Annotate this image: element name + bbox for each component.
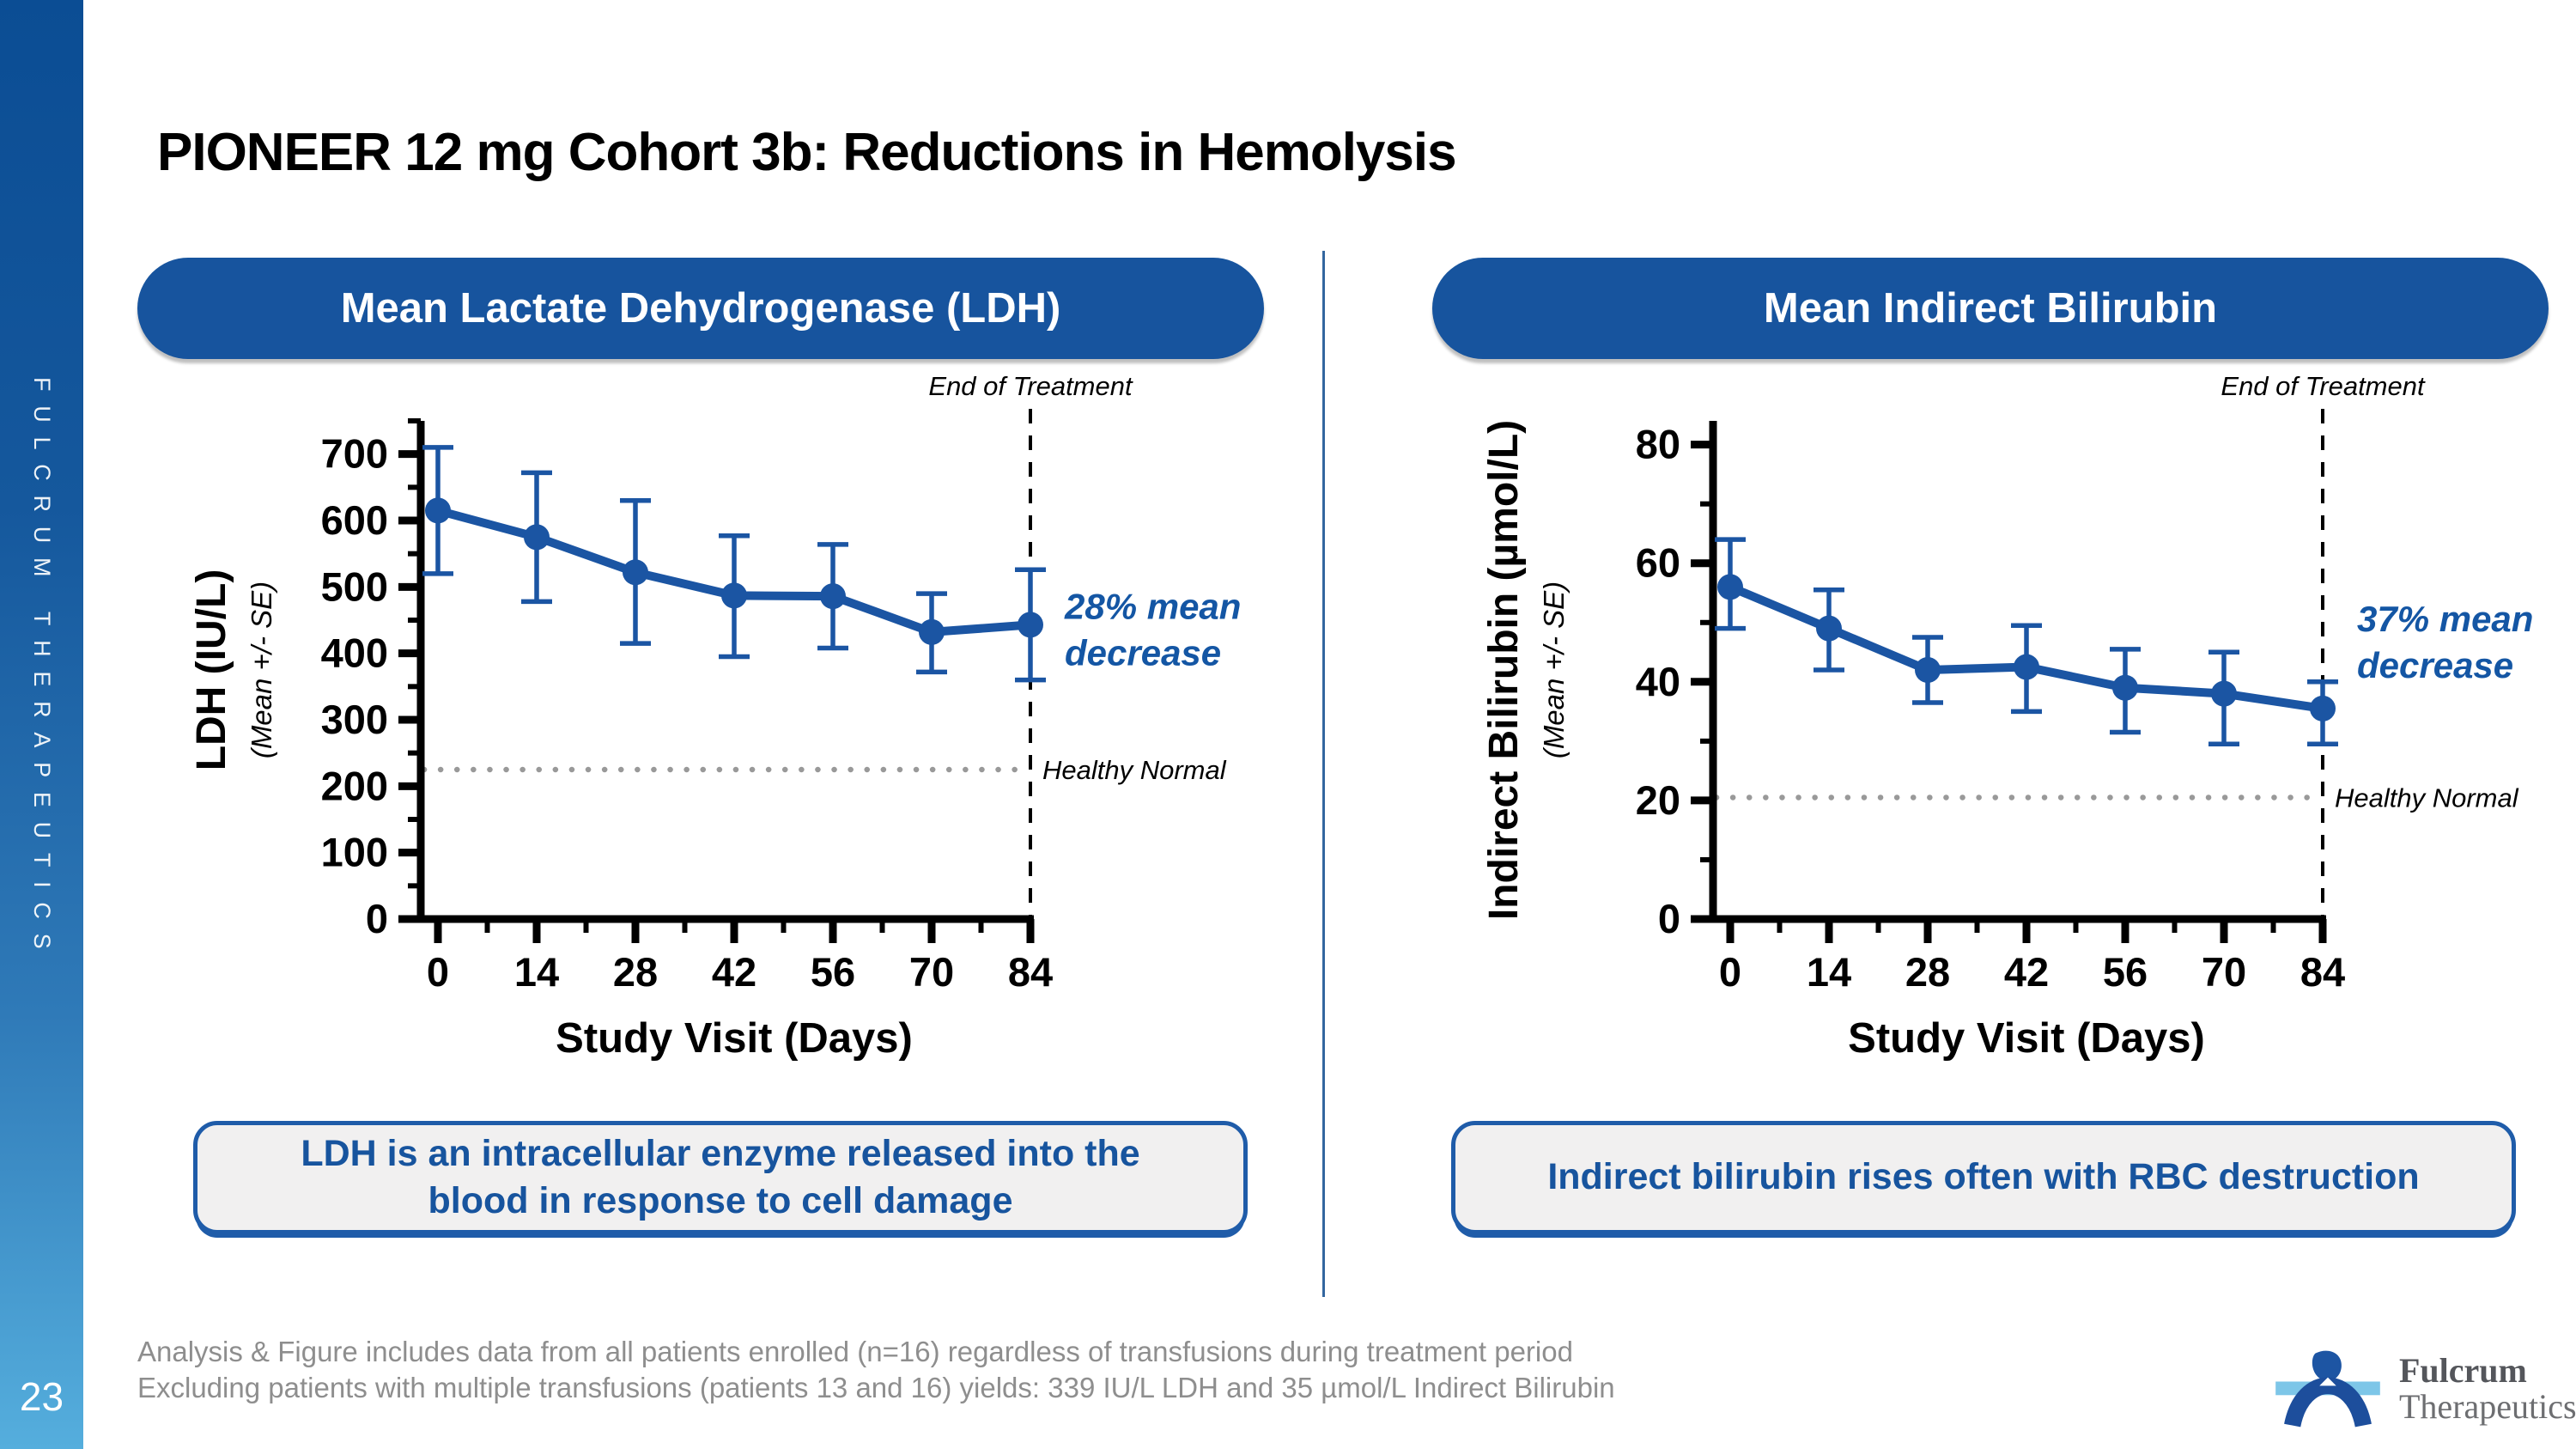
svg-text:56: 56 [2103, 949, 2148, 995]
svg-text:300: 300 [321, 697, 388, 742]
footnote-line2: Excluding patients with multiple transfu… [137, 1372, 1615, 1404]
svg-text:14: 14 [1807, 949, 1851, 995]
logo-name: Fulcrum [2399, 1351, 2527, 1390]
svg-text:0: 0 [366, 896, 388, 941]
svg-text:56: 56 [811, 949, 855, 995]
svg-text:Healthy Normal: Healthy Normal [1042, 755, 1227, 785]
svg-text:60: 60 [1636, 540, 1680, 586]
svg-text:400: 400 [321, 630, 388, 676]
sidebar: FULCRUM THERAPEUTICS 23 [0, 0, 83, 1449]
svg-text:100: 100 [321, 830, 388, 875]
bilirubin-chart: End of Treatment Healthy Normal 0 20 40 60 80 0… [1481, 371, 2533, 1062]
svg-text:decrease: decrease [1065, 632, 1221, 673]
slide-title: PIONEER 12 mg Cohort 3b: Reductions in H… [157, 123, 1457, 182]
svg-text:84: 84 [2300, 949, 2345, 995]
svg-text:0: 0 [1658, 896, 1680, 941]
svg-text:70: 70 [2202, 949, 2246, 995]
logo-name-2: Therapeutics [2399, 1387, 2576, 1426]
caption-ldh: LDH is an intracellular enzyme released … [193, 1121, 1248, 1234]
svg-text:28% mean: 28% mean [1064, 586, 1241, 626]
footnote: Analysis & Figure includes data from all… [137, 1334, 1615, 1406]
svg-text:20: 20 [1636, 777, 1680, 823]
svg-text:Study Visit (Days): Study Visit (Days) [556, 1015, 913, 1062]
svg-text:70: 70 [909, 949, 954, 995]
svg-text:600: 600 [321, 497, 388, 543]
svg-text:0: 0 [1719, 949, 1741, 995]
svg-text:Indirect Bilirubin (µmol/L): Indirect Bilirubin (µmol/L) [1481, 420, 1527, 920]
ldh-chart: End of Treatment Healthy Normal 0 100 200 300… [189, 371, 1241, 1062]
svg-text:14: 14 [514, 949, 559, 995]
svg-text:42: 42 [2004, 949, 2049, 995]
svg-text:LDH (IU/L): LDH (IU/L) [189, 569, 234, 771]
panel-header-bilirubin: Mean Indirect Bilirubin [1432, 258, 2549, 359]
footnote-line1: Analysis & Figure includes data from all… [137, 1336, 1573, 1367]
fulcrum-logo: Fulcrum Therapeutics [2275, 1350, 2576, 1428]
svg-text:37% mean: 37% mean [2357, 599, 2533, 639]
svg-text:28: 28 [613, 949, 658, 995]
svg-text:80: 80 [1636, 422, 1680, 467]
caption-bilirubin: Indirect bilirubin rises often with RBC … [1451, 1121, 2516, 1234]
svg-text:42: 42 [712, 949, 756, 995]
fulcrum-logo-text: Fulcrum Therapeutics [2399, 1353, 2576, 1425]
svg-text:Healthy Normal: Healthy Normal [2335, 782, 2519, 813]
panel-divider [1322, 251, 1325, 1297]
svg-text:200: 200 [321, 763, 388, 808]
svg-text:(Mean +/- SE): (Mean +/- SE) [246, 581, 277, 758]
svg-text:700: 700 [321, 431, 388, 477]
svg-text:(Mean +/- SE): (Mean +/- SE) [1538, 581, 1570, 758]
sidebar-brand-text: FULCRUM THERAPEUTICS [29, 376, 55, 964]
svg-text:decrease: decrease [2357, 645, 2513, 685]
svg-text:500: 500 [321, 563, 388, 609]
svg-text:End of Treatment: End of Treatment [928, 371, 1133, 401]
svg-text:0: 0 [427, 949, 449, 995]
svg-text:Study Visit (Days): Study Visit (Days) [1848, 1015, 2205, 1062]
page-number: 23 [19, 1374, 64, 1419]
svg-text:28: 28 [1905, 949, 1950, 995]
svg-text:End of Treatment: End of Treatment [2221, 371, 2426, 401]
svg-text:40: 40 [1636, 659, 1680, 704]
panel-header-ldh: Mean Lactate Dehydrogenase (LDH) [137, 258, 1264, 359]
svg-text:84: 84 [1008, 949, 1053, 995]
fulcrum-logo-icon [2275, 1350, 2380, 1428]
